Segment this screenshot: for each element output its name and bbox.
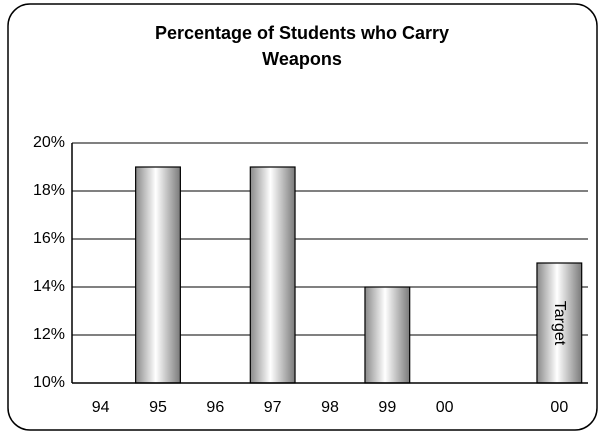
x-tick-label: 00 [436,399,454,416]
x-tick-label: 97 [264,399,282,416]
y-tick-label: 16% [33,230,65,247]
bar [135,166,181,384]
y-tick-label: 20% [33,134,65,151]
x-tick-label: 94 [92,399,110,416]
bar [364,286,411,384]
y-tick-label: 14% [33,278,65,295]
y-tick-label: 18% [33,182,65,199]
y-tick-label: 12% [33,326,65,343]
x-tick-label: 99 [378,399,396,416]
x-tick-label: 96 [206,399,224,416]
annotation: Target [551,301,568,346]
y-tick-label: 10% [33,374,65,391]
x-tick-label: 00 [550,399,568,416]
chart-title: Percentage of Students who Carry Weapons [154,23,450,69]
bar [249,166,296,384]
x-tick-label: 98 [321,399,339,416]
x-tick-label: 95 [149,399,167,416]
